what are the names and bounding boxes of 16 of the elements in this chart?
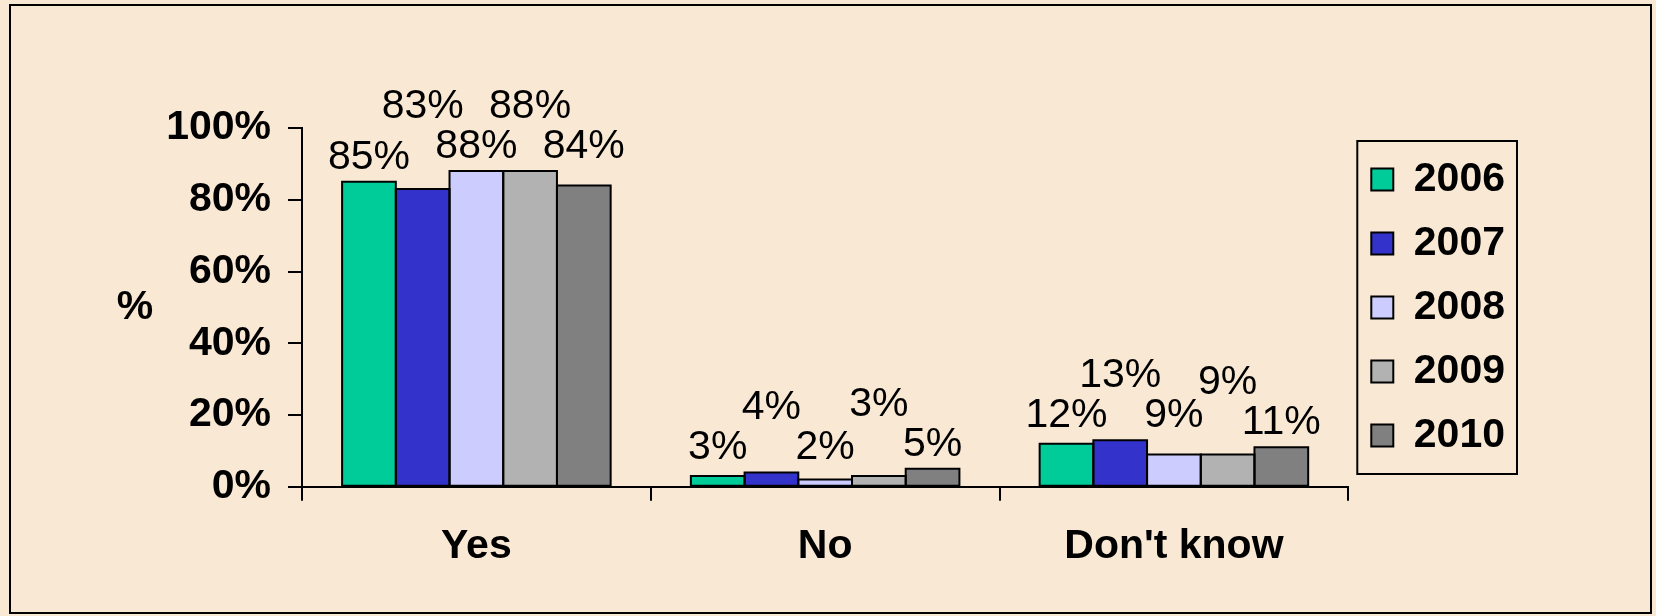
y-tick-label: 100%	[166, 102, 271, 149]
legend-label: 2008	[1413, 281, 1506, 328]
x-tick-label: No	[797, 520, 853, 567]
x-tick-label: Yes	[441, 520, 512, 567]
y-tick-label: 40%	[188, 317, 271, 364]
y-axis-title: %	[116, 281, 154, 328]
y-tick-label: 0%	[211, 461, 271, 508]
y-tick-label: 80%	[188, 174, 271, 221]
legend-label: 2006	[1413, 153, 1506, 200]
y-tick-label: 60%	[188, 245, 271, 292]
data-label: 85%	[327, 131, 410, 178]
legend-label: 2010	[1413, 409, 1506, 456]
legend-label: 2007	[1413, 217, 1506, 264]
x-tick-label: Don't know	[1064, 520, 1284, 567]
legend-label: 2009	[1413, 345, 1506, 392]
y-tick-label: 20%	[188, 389, 271, 436]
